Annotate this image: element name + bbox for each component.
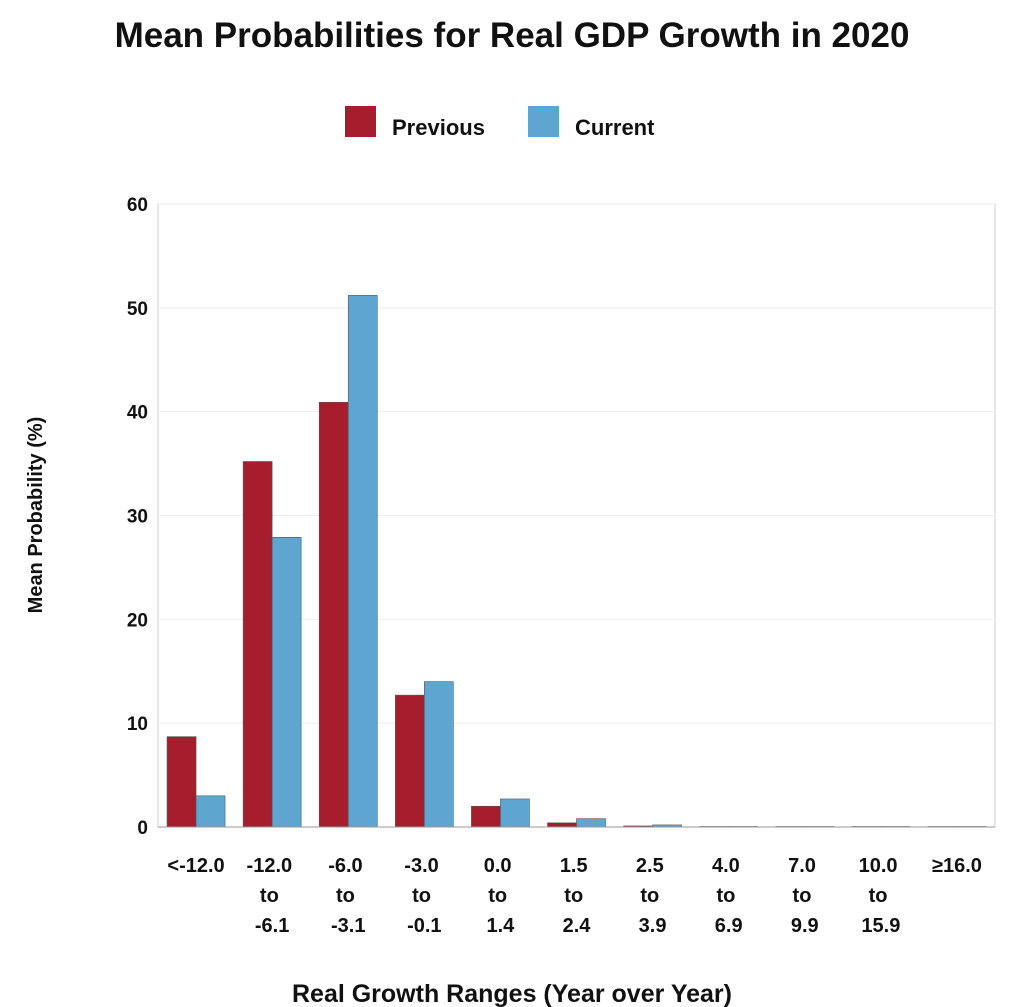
bar — [547, 822, 577, 828]
x-tick-label: -3.0 to -0.1 — [404, 855, 444, 937]
x-tick-label: ≥16.0 — [932, 855, 982, 877]
x-tick-line: to — [412, 885, 436, 907]
bar — [471, 805, 501, 828]
x-tick-line: 10.0 — [859, 855, 903, 877]
x-tick-line: to — [260, 885, 284, 907]
y-tick-label: 10 — [127, 714, 148, 735]
x-tick-line: 2.4 — [563, 915, 592, 937]
y-tick-label: 30 — [127, 507, 148, 528]
y-tick-label: 60 — [127, 195, 148, 216]
x-tick-line: ≥16.0 — [932, 855, 982, 877]
y-axis-title: Mean Probability (%) — [25, 417, 47, 614]
bar — [242, 461, 273, 828]
x-tick-line: 1.4 — [487, 915, 516, 937]
x-tick-line: 6.9 — [715, 915, 743, 937]
x-tick-line: to — [640, 885, 664, 907]
chart-title: Mean Probabilities for Real GDP Growth i… — [115, 16, 910, 55]
x-tick-line: to — [793, 885, 817, 907]
legend-label: Previous — [392, 115, 485, 140]
x-tick-label: 4.0 to 6.9 — [712, 855, 745, 937]
y-tick-label: 20 — [127, 610, 148, 631]
x-tick-line: 3.9 — [639, 915, 667, 937]
x-tick-label: 2.5 to 3.9 — [636, 855, 669, 937]
bar — [318, 402, 349, 828]
bar — [395, 694, 425, 828]
bar — [347, 295, 378, 828]
x-tick-line: -6.0 — [328, 855, 368, 877]
x-tick-line: 1.5 — [560, 855, 593, 877]
x-tick-label: -6.0 to -3.1 — [328, 855, 368, 937]
x-tick-label: 1.5 to 2.4 — [560, 855, 593, 937]
bar — [166, 736, 197, 828]
x-tick-line: 7.0 — [788, 855, 821, 877]
bar — [271, 537, 302, 828]
x-tick-line: to — [716, 885, 740, 907]
x-tick-line: -0.1 — [407, 915, 441, 937]
x-tick-label: 7.0 to 9.9 — [788, 855, 821, 937]
x-tick-line: 0.0 — [484, 855, 517, 877]
x-tick-line: to — [488, 885, 512, 907]
legend-label: Current — [575, 115, 655, 140]
x-tick-line: to — [336, 885, 360, 907]
x-tick-line: -3.0 — [404, 855, 444, 877]
x-tick-line: -3.1 — [331, 915, 365, 937]
x-tick-line: to — [564, 885, 588, 907]
x-tick-line: -6.1 — [255, 915, 289, 937]
bar — [500, 798, 530, 828]
x-tick-label: -12.0 to -6.1 — [247, 855, 298, 937]
bar — [195, 795, 226, 828]
x-tick-line: -12.0 — [247, 855, 298, 877]
legend-swatch — [345, 106, 376, 137]
legend-swatch — [528, 106, 559, 137]
x-tick-line: 2.5 — [636, 855, 669, 877]
x-tick-line: to — [869, 885, 893, 907]
x-axis-title: Real Growth Ranges (Year over Year) — [292, 980, 732, 1007]
x-tick-line: 9.9 — [791, 915, 819, 937]
bar — [424, 681, 454, 828]
x-tick-label: <-12.0 — [167, 855, 224, 877]
x-tick-line: <-12.0 — [167, 855, 224, 877]
y-tick-label: 40 — [127, 403, 148, 424]
y-tick-label: 0 — [137, 818, 148, 839]
x-tick-label: 0.0 to 1.4 — [484, 855, 517, 937]
x-tick-label: 10.0 to 15.9 — [859, 855, 903, 937]
bar — [576, 818, 606, 828]
y-tick-label: 50 — [127, 299, 148, 320]
x-tick-line: 15.9 — [861, 915, 900, 937]
x-tick-line: 4.0 — [712, 855, 745, 877]
